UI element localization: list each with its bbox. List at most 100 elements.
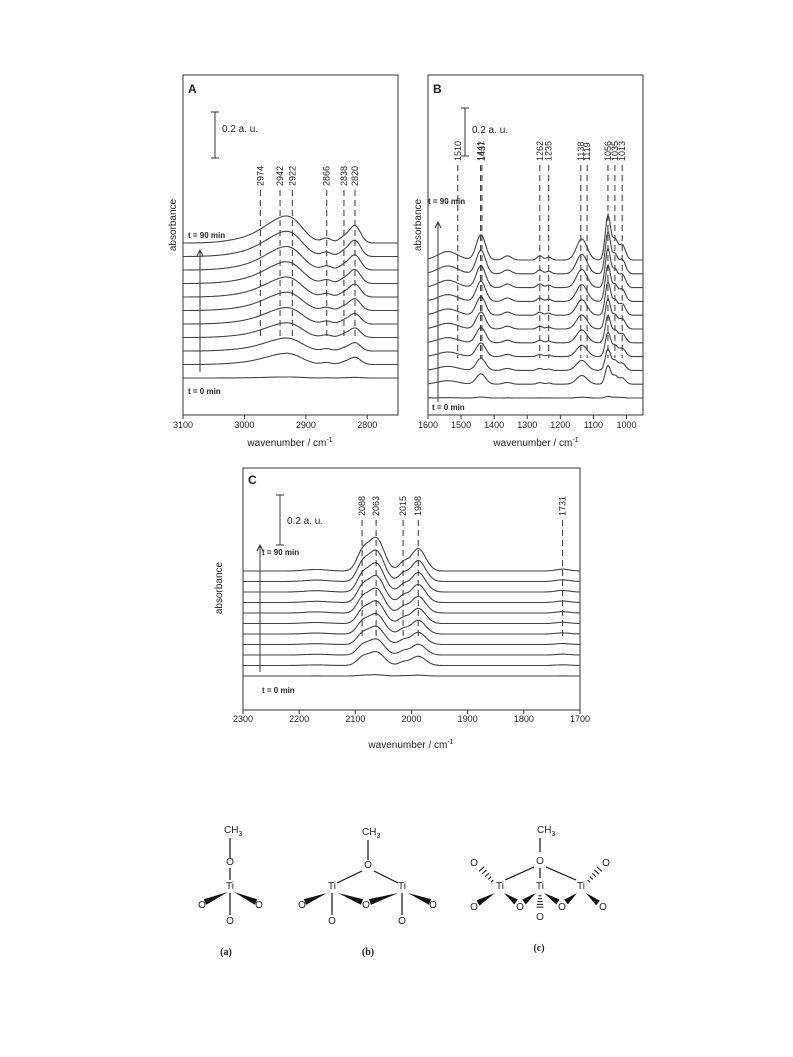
- bond: [373, 870, 399, 884]
- peak-label: 2015: [398, 496, 408, 516]
- methyl-label: CH3: [224, 825, 242, 838]
- x-tick-label: 2200: [289, 714, 309, 724]
- spectrum-line: [243, 536, 580, 572]
- time-label-top: t = 90 min: [428, 197, 465, 206]
- spectrum-line: [243, 674, 580, 677]
- x-tick-label: 1200: [550, 420, 570, 430]
- atom-label: O: [599, 902, 607, 913]
- hash-bond: [596, 866, 603, 872]
- peak-label: 2063: [371, 496, 381, 516]
- hash-bond: [591, 872, 597, 878]
- x-tick-label: 1000: [616, 420, 636, 430]
- methyl-label: CH3: [362, 827, 380, 840]
- spectrum-line: [427, 212, 643, 261]
- scale-bar-label: 0.2 a. u.: [222, 124, 258, 135]
- peak-label: 1441: [476, 141, 486, 161]
- atom-label: O: [602, 858, 610, 869]
- time-arrow-head: [196, 248, 204, 257]
- peak-label: 1262: [535, 141, 545, 161]
- atom-label: O: [516, 902, 524, 913]
- bond: [336, 870, 363, 884]
- structure-label: (a): [220, 947, 232, 958]
- atom-label: O: [429, 900, 437, 911]
- x-axis-label-exponent: -1: [447, 739, 453, 746]
- chart-panel-C: 2300 2200 2100 2000 1900 1800 1700 wavenumber /…: [214, 467, 590, 751]
- atom-label: O: [328, 916, 336, 927]
- peak-label: 2942: [275, 166, 285, 186]
- methyl-subscript: 3: [238, 831, 242, 838]
- peak-label: 1510: [453, 141, 463, 161]
- hash-bond: [589, 876, 594, 880]
- scale-bar-label: 0.2 a. u.: [472, 125, 508, 136]
- wedge-bond: [408, 893, 432, 905]
- peak-label: 1035: [610, 141, 620, 161]
- peak-label: 2088: [357, 496, 367, 516]
- x-tick-label: 2000: [401, 714, 421, 724]
- time-label-top: t = 90 min: [188, 231, 225, 240]
- x-axis-label-exponent: -1: [326, 437, 332, 444]
- x-tick-label: 1300: [517, 420, 537, 430]
- spectrum-line: [243, 650, 581, 667]
- peak-label: 1138: [576, 142, 586, 161]
- atom-label: O: [398, 916, 406, 927]
- atom-label: O: [470, 858, 478, 869]
- spectrum-line: [243, 600, 581, 625]
- spectrum-line: [243, 574, 580, 604]
- atom-label: O: [364, 860, 372, 871]
- x-tick-label: 3100: [173, 420, 193, 430]
- x-axis-label: wavenumber / cm-1: [492, 437, 578, 449]
- hash-bond: [587, 879, 591, 883]
- spectrum-line: [427, 347, 643, 371]
- panel-letter: B: [433, 82, 442, 96]
- spectrum-line: [183, 261, 398, 285]
- structure-label: (b): [362, 947, 374, 958]
- time-label-bottom: t = 0 min: [432, 403, 465, 412]
- time-label-bottom: t = 0 min: [188, 387, 221, 396]
- time-label-top: t = 90 min: [262, 548, 299, 557]
- titanium-label: Ti: [226, 881, 234, 892]
- x-tick-label: 3000: [234, 420, 254, 430]
- x-axis-label: wavenumber / cm-1: [367, 739, 453, 751]
- spectrum-line: [427, 296, 643, 330]
- time-arrow-head: [256, 543, 264, 552]
- x-tick-label: 1100: [584, 420, 603, 430]
- peak-label: 2922: [287, 166, 297, 186]
- bond: [545, 866, 577, 881]
- wedge-bond: [564, 893, 577, 905]
- methyl-subscript: 3: [376, 833, 380, 840]
- x-tick-label: 1400: [484, 420, 504, 430]
- peak-label: 1988: [413, 496, 423, 516]
- wedge-bond: [586, 893, 600, 906]
- wedge-bond: [504, 893, 518, 905]
- methyl-subscript: 3: [551, 831, 555, 838]
- y-axis-label: absorbance: [214, 561, 225, 614]
- x-tick-label: 1700: [570, 714, 590, 724]
- spectrum-line: [243, 625, 581, 646]
- atom-label: O: [226, 857, 234, 868]
- spectrum-line: [243, 562, 580, 593]
- x-tick-label: 2100: [345, 714, 365, 724]
- x-tick-label: 1900: [458, 714, 478, 724]
- peak-label: 1437: [477, 141, 487, 161]
- spectrum-line: [427, 229, 643, 275]
- peak-label: 1731: [558, 496, 568, 516]
- atom-label: O: [470, 902, 478, 913]
- atom-label: O: [226, 916, 234, 927]
- wedge-bond: [522, 893, 536, 905]
- spectrum-line: [427, 313, 643, 344]
- spectrum-line: [427, 280, 643, 316]
- structure-label: (c): [533, 943, 544, 954]
- x-tick-label: 1600: [418, 420, 438, 430]
- spectrum-line: [183, 276, 398, 298]
- y-axis-label: absorbance: [413, 198, 424, 251]
- wedge-bond: [544, 893, 560, 905]
- spectrum-line: [183, 230, 398, 258]
- spectrum-line: [243, 612, 581, 635]
- panel-letter: A: [188, 82, 197, 96]
- peak-label: 1056: [603, 141, 613, 161]
- wedge-bond: [303, 893, 327, 905]
- atom-label: O: [536, 856, 544, 867]
- wedge-bond: [234, 892, 258, 905]
- spectrum-line: [183, 291, 398, 312]
- x-tick-label: 2900: [296, 420, 316, 430]
